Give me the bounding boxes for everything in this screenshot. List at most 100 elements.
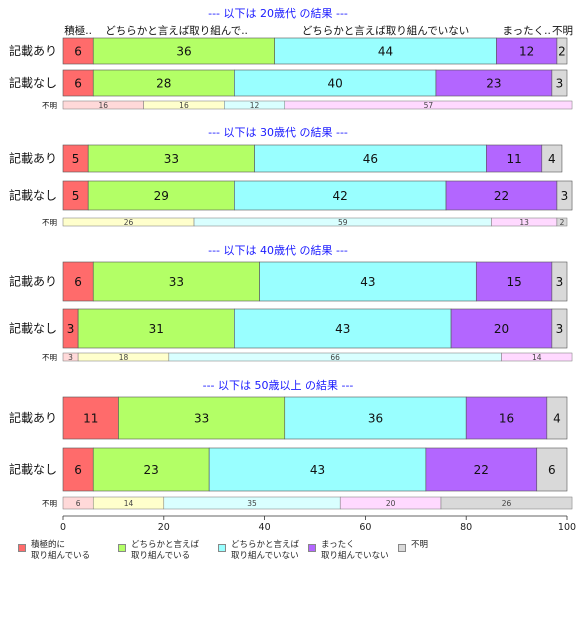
bar-segment-0-1-2 [234, 69, 437, 97]
unknown-bar-value-2-1: 18 [119, 353, 129, 362]
bar-segment-3-1-2 [208, 447, 427, 492]
bar-segment-2-1-2 [234, 308, 452, 349]
row-label-1-0: 記載あり [9, 151, 57, 166]
bar-segment-2-1-4 [551, 308, 568, 349]
unknown-bar-value-3-1: 14 [124, 499, 134, 508]
x-tick-label-4: 80 [460, 522, 472, 533]
legend-label-1: どちらかと言えば 取り組んでいる [131, 540, 200, 561]
column-header-1: どちらかと言えば取り組んで.. [105, 24, 248, 37]
bar-segment-0-0-4 [556, 37, 568, 65]
bar-value-label-1-1-2: 42 [333, 189, 348, 203]
legend-swatch-2 [218, 544, 226, 552]
bar-segment-0-0-2 [274, 37, 497, 65]
unknown-bar-segment-1-3 [556, 217, 568, 227]
bar-segment-1-1-1 [87, 180, 235, 211]
bar-segment-3-1-4 [536, 447, 568, 492]
legend-item-0: 積極的に 取り組んでいる [18, 540, 90, 562]
unknown-bar-value-3-2: 35 [247, 499, 257, 508]
unknown-row-label-0: 不明 [42, 101, 57, 110]
bar-value-label-3-1-4: 6 [548, 463, 556, 477]
bar-segment-0-1-0 [62, 69, 94, 97]
bar-value-label-3-0-3: 16 [499, 412, 514, 426]
x-tick-label-2: 40 [259, 522, 271, 533]
legend-label-4: 不明 [411, 540, 429, 550]
bar-value-label-0-1-0: 6 [74, 77, 82, 91]
bar-segment-1-0-1 [87, 144, 255, 173]
x-tick-label-0: 0 [60, 522, 66, 533]
unknown-bar-segment-3-4 [440, 496, 573, 510]
bar-segment-0-1-3 [435, 69, 553, 97]
unknown-row-label-1: 不明 [42, 218, 57, 227]
row-label-0-1: 記載なし [9, 75, 57, 90]
legend-swatch-0 [18, 544, 26, 552]
bar-value-label-1-0-0: 5 [72, 152, 80, 166]
bar-value-label-0-0-0: 6 [74, 45, 82, 59]
unknown-bar-value-0-1: 16 [179, 101, 189, 110]
bar-segment-1-0-4 [541, 144, 563, 173]
legend-label-2: どちらかと言えば 取り組んでいない [231, 540, 300, 561]
legend-item-4: 不明 [398, 540, 428, 552]
bar-value-label-0-1-2: 40 [328, 77, 343, 91]
bar-segment-3-1-1 [92, 447, 210, 492]
unknown-bar-value-1-0: 26 [124, 218, 134, 227]
bar-segment-3-0-0 [62, 396, 119, 440]
bar-value-label-2-0-2: 43 [360, 275, 375, 289]
bar-segment-1-1-2 [234, 180, 447, 211]
bar-value-label-3-1-1: 23 [144, 463, 159, 477]
chart-legend: 積極的に 取り組んでいる どちらかと言えば 取り組んでいる どちらかと言えば 取り組… [18, 540, 578, 580]
unknown-bar-value-1-3: 2 [560, 218, 565, 227]
unknown-bar-value-0-2: 12 [250, 101, 260, 110]
legend-label-0: 積極的に 取り組んでいる [31, 540, 91, 561]
bar-segment-2-0-4 [551, 261, 568, 302]
row-label-1-1: 記載なし [9, 188, 57, 203]
bar-value-label-3-1-2: 43 [310, 463, 325, 477]
bar-segment-0-0-0 [62, 37, 94, 65]
unknown-bar-segment-2-3 [501, 352, 573, 362]
bar-segment-1-1-3 [445, 180, 558, 211]
bar-segment-2-0-2 [259, 261, 477, 302]
bar-value-label-0-1-1: 28 [156, 77, 171, 91]
bar-value-label-1-1-4: 3 [561, 189, 569, 203]
x-tick-label-3: 60 [359, 522, 371, 533]
unknown-bar-segment-0-3 [284, 100, 573, 110]
bar-segment-2-0-1 [92, 261, 260, 302]
legend-swatch-3 [308, 544, 316, 552]
bar-segment-1-1-4 [556, 180, 573, 211]
bar-value-label-2-0-0: 6 [74, 275, 82, 289]
row-label-2-0: 記載あり [9, 274, 57, 289]
unknown-bar-value-0-3: 57 [424, 101, 434, 110]
stacked-bar-chart: 積極.. どちらかと言えば取り組んで.. どちらかと言えば取り組んでいない まったく.… [9, 6, 576, 533]
legend-swatch-1 [118, 544, 126, 552]
bar-segment-1-1-0 [62, 180, 89, 211]
bar-value-label-1-1-3: 22 [494, 189, 509, 203]
bar-segment-2-0-0 [62, 261, 94, 302]
legend-item-2: どちらかと言えば 取り組んでいない [218, 540, 299, 562]
bar-value-label-3-0-4: 4 [553, 412, 561, 426]
unknown-bar-value-3-0: 6 [76, 499, 81, 508]
bar-value-label-1-0-1: 33 [164, 152, 179, 166]
bar-segment-2-1-1 [77, 308, 235, 349]
unknown-bar-value-2-2: 66 [330, 353, 340, 362]
bar-value-label-2-1-3: 20 [494, 322, 509, 336]
bar-segment-2-0-3 [475, 261, 553, 302]
row-label-0-0: 記載あり [9, 43, 57, 58]
unknown-bar-value-0-0: 16 [99, 101, 109, 110]
bar-value-label-0-1-4: 3 [556, 77, 564, 91]
unknown-row-label-3: 不明 [42, 499, 57, 508]
x-tick-label-1: 20 [158, 522, 170, 533]
group-title-3: --- 以下は 50歳以上 の結果 --- [203, 378, 354, 392]
bar-segment-0-1-4 [551, 69, 568, 97]
bar-value-label-2-0-3: 15 [506, 275, 521, 289]
bar-value-label-0-1-3: 23 [486, 77, 501, 91]
x-tick-label-5: 100 [558, 522, 576, 533]
column-header-4: 不明 [552, 25, 573, 37]
unknown-row-label-2: 不明 [42, 353, 57, 362]
unknown-bar-value-2-3: 14 [532, 353, 542, 362]
bar-segment-1-0-3 [486, 144, 543, 173]
bar-value-label-2-0-4: 3 [556, 275, 564, 289]
bar-value-label-2-1-4: 3 [556, 322, 564, 336]
unknown-bar-value-3-4: 26 [502, 499, 512, 508]
unknown-bar-value-1-2: 13 [519, 218, 529, 227]
bar-value-label-3-0-2: 36 [368, 412, 383, 426]
row-label-3-0: 記載あり [9, 410, 57, 425]
